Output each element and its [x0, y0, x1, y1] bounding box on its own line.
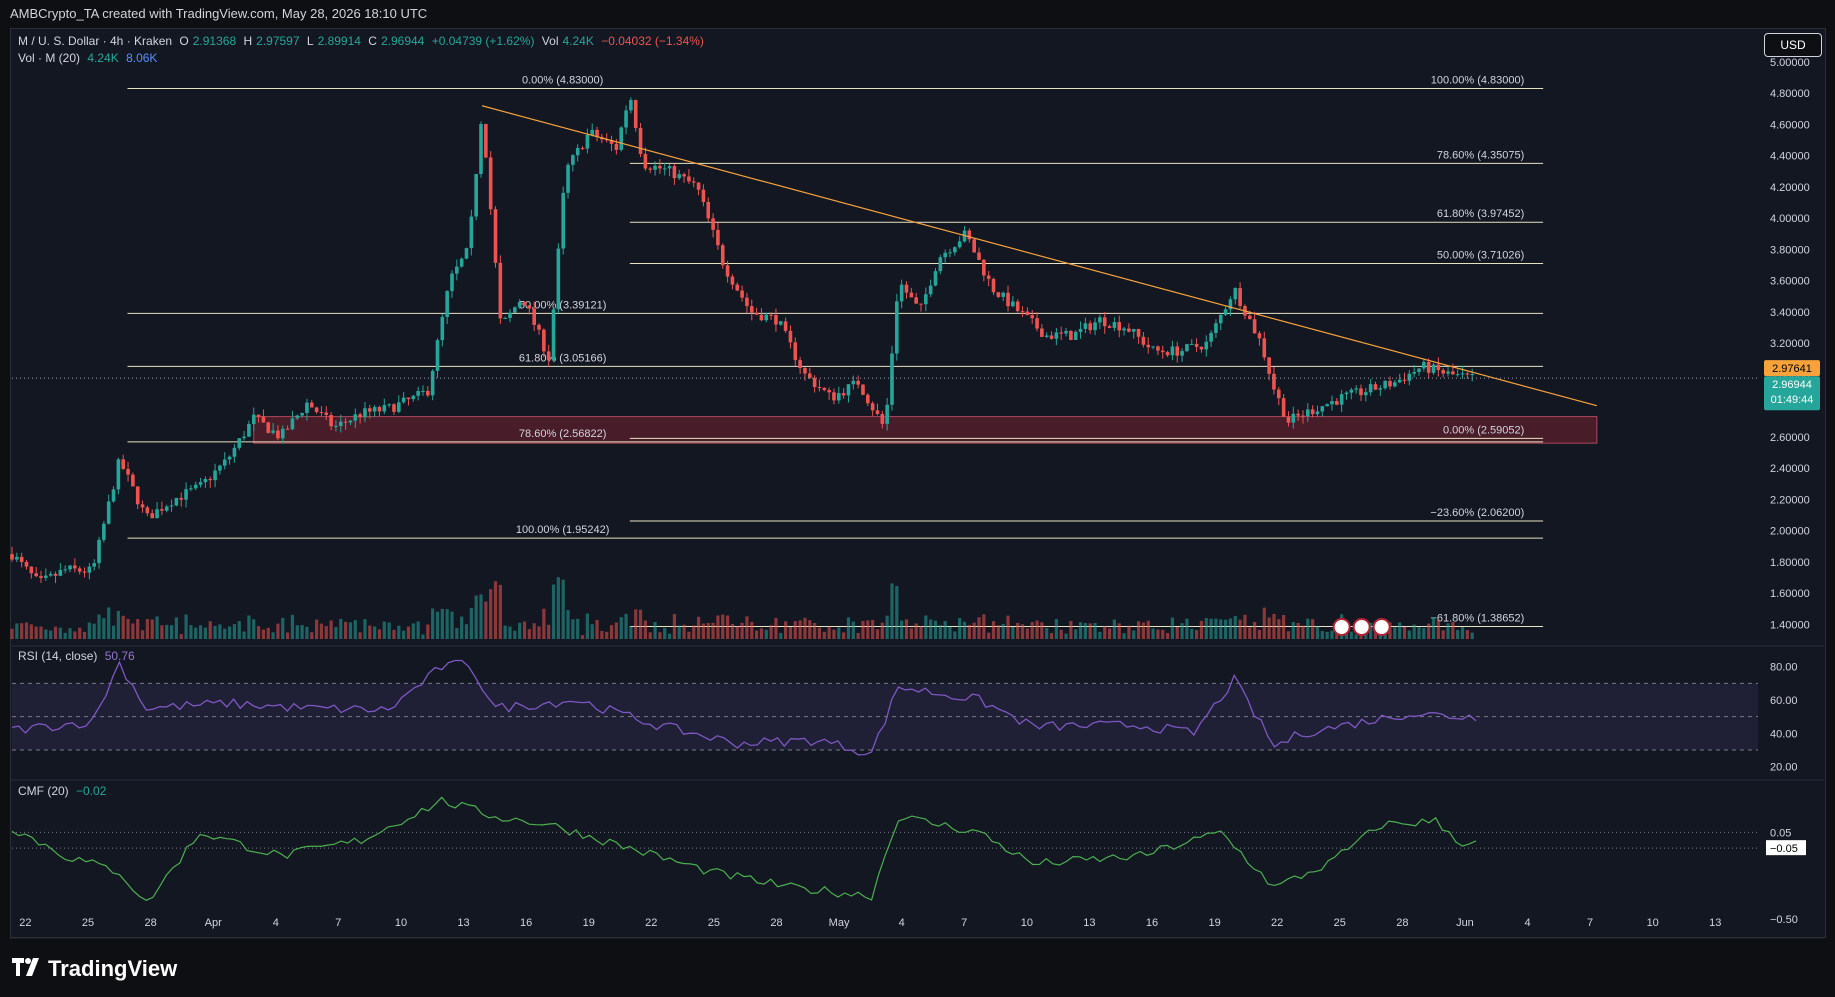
open-value: 2.91368: [192, 34, 237, 48]
open-label: O: [179, 34, 189, 48]
volume-legend: Vol · M (20) 4.24K 8.06K: [18, 51, 161, 65]
cmf-label[interactable]: CMF (20): [18, 784, 69, 798]
vol-change-value: −0.04032 (−1.34%): [601, 34, 704, 48]
tradingview-logo-icon: [12, 956, 42, 982]
attribution-text: AMBCrypto_TA created with TradingView.co…: [10, 6, 428, 21]
chart-frame[interactable]: [10, 28, 1826, 938]
rsi-value: 50.76: [104, 649, 135, 663]
rsi-label[interactable]: RSI (14, close): [18, 649, 98, 663]
low-label: L: [306, 34, 314, 48]
volume-row-ma: 8.06K: [126, 51, 158, 65]
cmf-value: −0.02: [76, 784, 107, 798]
close-value: 2.96944: [380, 34, 425, 48]
currency-button[interactable]: USD: [1764, 33, 1822, 57]
cmf-legend: CMF (20) −0.02: [18, 784, 110, 798]
vol-value: 4.24K: [562, 34, 594, 48]
brand-text: TradingView: [48, 956, 178, 981]
symbol-label[interactable]: M / U. S. Dollar · 4h · Kraken: [18, 34, 173, 48]
low-value: 2.89914: [317, 34, 361, 48]
change-value: +0.04739 (+1.62%): [431, 34, 535, 48]
volume-row-label[interactable]: Vol · M (20): [18, 51, 81, 65]
high-label: H: [243, 34, 253, 48]
close-label: C: [368, 34, 377, 48]
rsi-legend: RSI (14, close) 50.76: [18, 649, 139, 663]
vol-label: Vol: [541, 34, 559, 48]
high-value: 2.97597: [256, 34, 300, 48]
tradingview-logo[interactable]: TradingView: [12, 956, 177, 982]
ohlc-legend: M / U. S. Dollar · 4h · Kraken O 2.91368 …: [18, 34, 708, 48]
volume-row-value: 4.24K: [87, 51, 119, 65]
